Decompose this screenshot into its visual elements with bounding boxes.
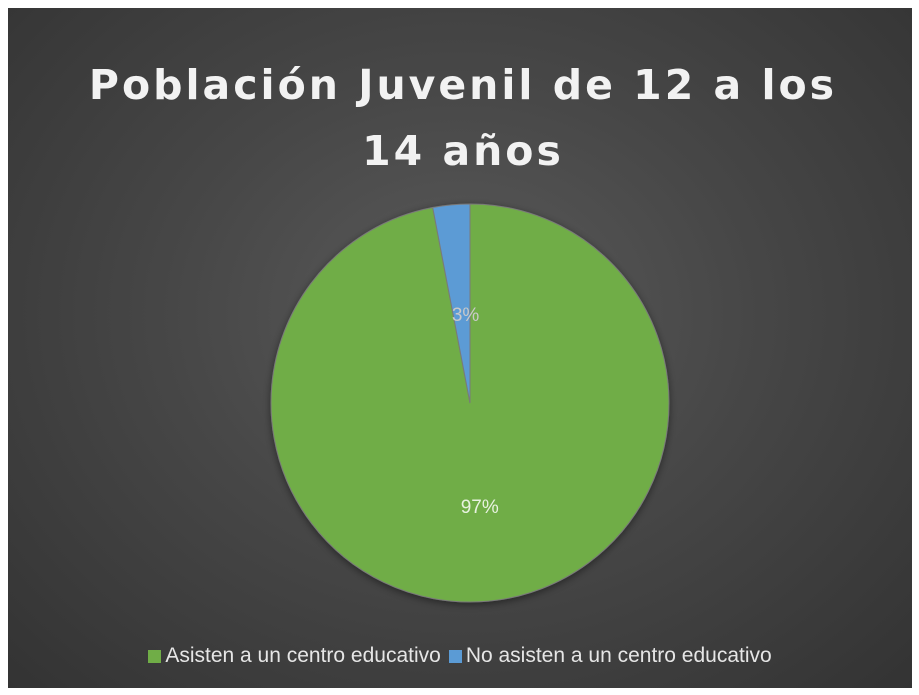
chart-area: Población Juvenil de 12 a los 14 años 97… <box>8 8 912 688</box>
data-label-asisten: 97% <box>461 497 499 518</box>
pie-chart: 97% 3% <box>270 203 670 603</box>
legend-swatch-asisten <box>148 649 162 663</box>
legend-item-asisten: Asisten a un centro educativo <box>148 644 441 668</box>
legend-swatch-no-asisten <box>448 649 462 663</box>
legend-label-asisten: Asisten a un centro educativo <box>165 644 441 667</box>
legend-item-no-asisten: No asisten a un centro educativo <box>448 644 772 668</box>
pie-slice-no-asisten <box>432 203 471 404</box>
chart-title: Población Juvenil de 12 a los 14 años <box>88 61 838 175</box>
data-label-no-asisten: 3% <box>452 305 480 326</box>
legend-label-no-asisten: No asisten a un centro educativo <box>465 644 772 667</box>
legend: Asisten a un centro educativo No asisten… <box>8 644 912 668</box>
